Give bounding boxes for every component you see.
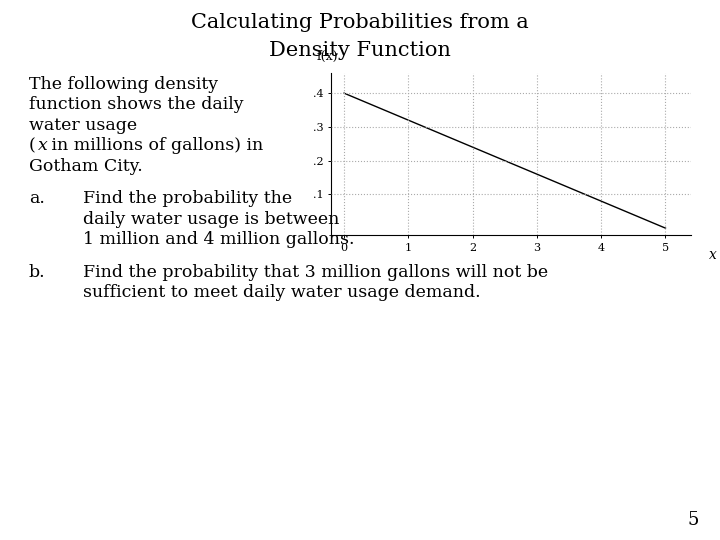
- Text: 1 million and 4 million gallons.: 1 million and 4 million gallons.: [83, 231, 354, 248]
- Text: water usage: water usage: [29, 117, 137, 133]
- X-axis label: x: x: [709, 248, 716, 262]
- Text: Find the probability the: Find the probability the: [83, 190, 292, 207]
- Text: Calculating Probabilities from a: Calculating Probabilities from a: [191, 14, 529, 32]
- Text: a.: a.: [29, 190, 45, 207]
- Y-axis label: f(x): f(x): [317, 50, 338, 63]
- Text: sufficient to meet daily water usage demand.: sufficient to meet daily water usage dem…: [83, 284, 480, 301]
- Text: x: x: [38, 137, 48, 154]
- Text: Find the probability that 3 million gallons will not be: Find the probability that 3 million gall…: [83, 264, 548, 280]
- Text: Density Function: Density Function: [269, 40, 451, 59]
- Text: 5: 5: [687, 511, 698, 529]
- Text: daily water usage is between: daily water usage is between: [83, 211, 339, 227]
- Text: b.: b.: [29, 264, 45, 280]
- Text: (: (: [29, 137, 35, 154]
- Text: in millions of gallons) in: in millions of gallons) in: [46, 137, 264, 154]
- Text: function shows the daily: function shows the daily: [29, 96, 243, 113]
- Text: The following density: The following density: [29, 76, 218, 92]
- Text: Gotham City.: Gotham City.: [29, 158, 143, 174]
